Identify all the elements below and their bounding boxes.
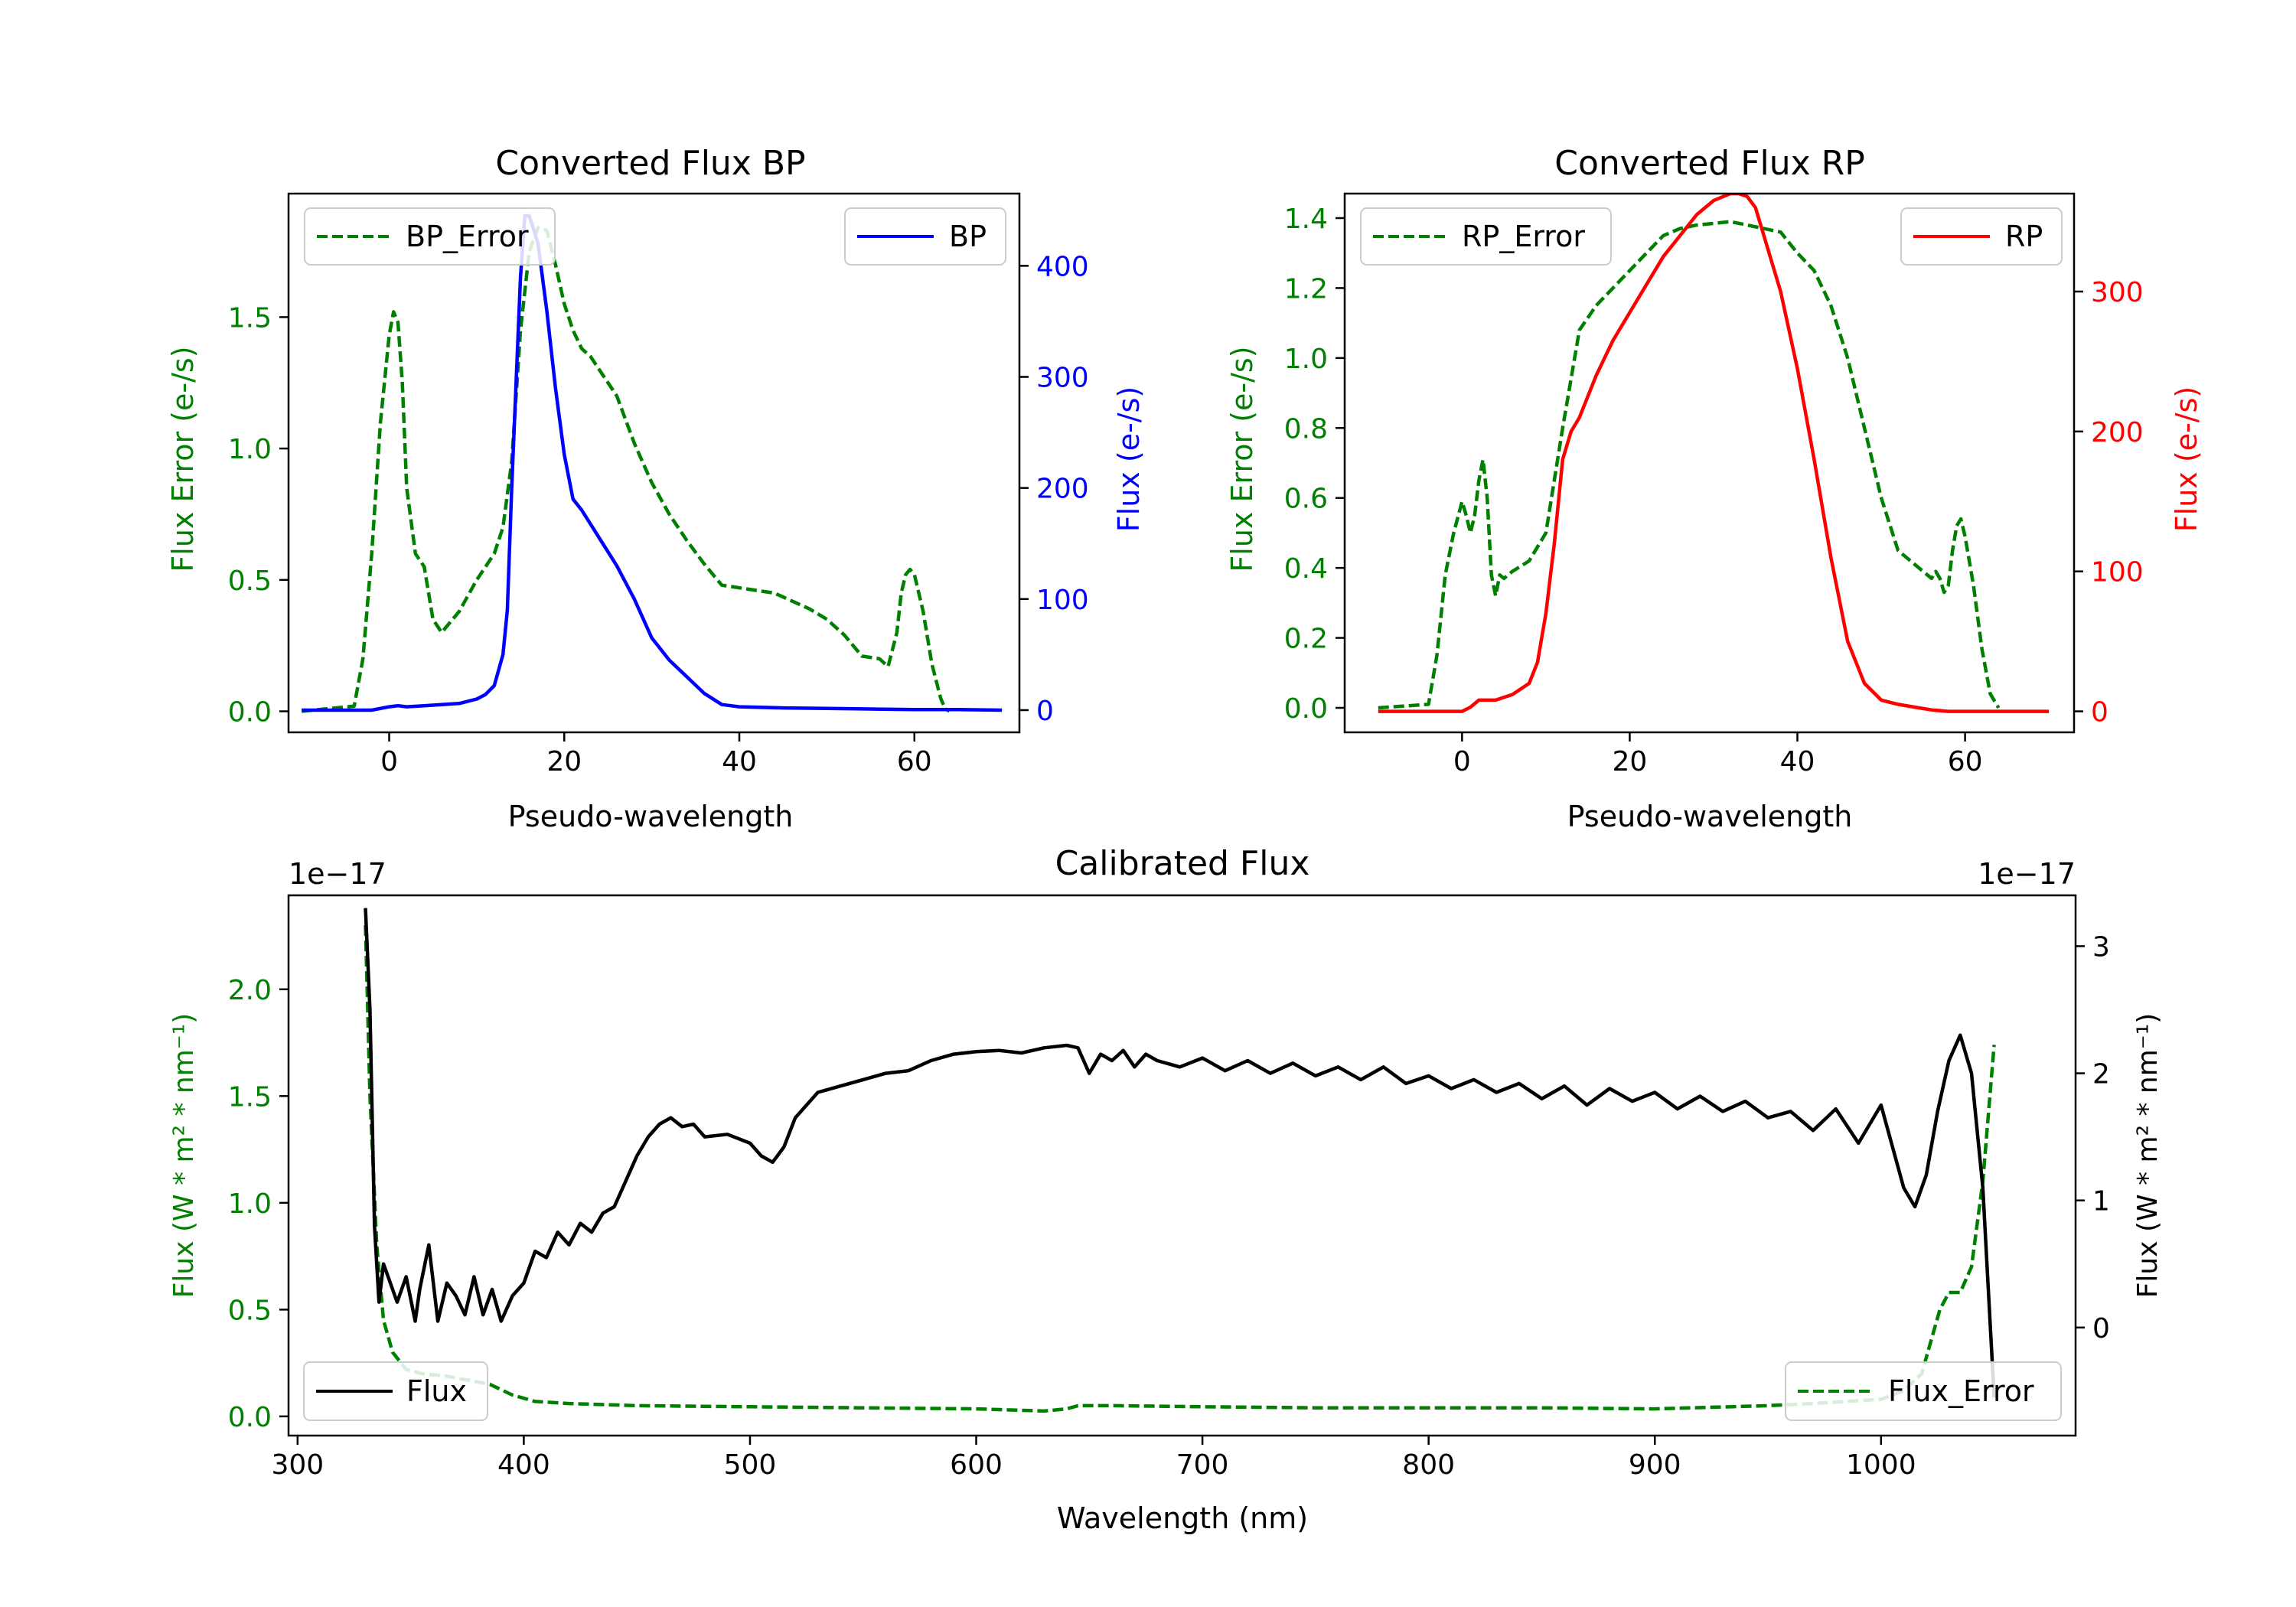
calibrated-plot-frame [287, 894, 2077, 1437]
bp-series-group [301, 214, 1003, 713]
calibrated-x-tick-label: 1000 [1846, 1449, 1916, 1481]
rp-left-axis-label: Flux Error (e-/s) [1225, 346, 1259, 572]
calibrated-legend-flux: Flux [303, 1361, 488, 1421]
bp-series-bp-error-line [301, 226, 951, 713]
rp-left-y-tick-label: 0.2 [1284, 624, 1328, 655]
rp-title: Converted Flux RP [1554, 144, 1865, 183]
calibrated-legend-error: Flux_Error [1785, 1361, 2062, 1421]
calibrated-x-tick-label: 800 [1402, 1449, 1455, 1481]
bp-legend-flux-label: BP [949, 220, 987, 253]
calibrated-left-offset-text: 1e−17 [289, 857, 386, 891]
rp-right-axis-label: Flux (e-/s) [2170, 386, 2203, 532]
calibrated-x-tick-label: 700 [1176, 1449, 1229, 1481]
bp-legend-error: BP_Error [304, 207, 556, 266]
calibrated-right-y-tick-label: 0 [2092, 1313, 2110, 1345]
bp-right-y-tick-label: 100 [1036, 585, 1089, 616]
bp-x-axis-label: Pseudo-wavelength [508, 800, 794, 833]
calibrated-title: Calibrated Flux [1055, 844, 1310, 883]
bp-legend-flux: BP [844, 207, 1006, 266]
rp-x-tick-label: 40 [1780, 746, 1815, 777]
calibrated-right-y-tick-label: 3 [2092, 931, 2110, 963]
bp-left-axis-label: Flux Error (e-/s) [166, 346, 200, 572]
rp-left-y-tick-label: 1.2 [1284, 273, 1328, 305]
rp-ticks-group: 0 20 40 60 0.0 0.2 0.4 0.6 0.8 1.0 1.2 1.4 0 100 200 30… [1284, 204, 2144, 777]
calibrated-left-y-tick-label: 1.0 [228, 1188, 272, 1220]
rp-plot-frame [1343, 192, 2076, 734]
rp-legend-error-box [1360, 207, 1612, 266]
rp-x-axis-label: Pseudo-wavelength [1567, 800, 1853, 833]
calibrated-legend-flux-box [303, 1361, 488, 1421]
calibrated-right-y-tick-label: 2 [2092, 1059, 2110, 1090]
bp-legend-error-box [304, 207, 556, 266]
rp-left-y-tick-label: 0.8 [1284, 413, 1328, 445]
rp-legend-flux: RP [1900, 207, 2063, 266]
bp-plot-frame [287, 192, 1021, 734]
calibrated-legend-error-label: Flux_Error [1888, 1374, 2034, 1408]
calibrated-right-axis-label: Flux (W * m² * nm⁻¹) [2132, 1013, 2164, 1299]
rp-right-y-tick-label: 0 [2091, 697, 2108, 729]
calibrated-x-tick-label: 300 [271, 1449, 324, 1481]
rp-panel: Converted Flux RP Pseudo-wavelength Flux… [1225, 144, 2203, 833]
rp-left-y-tick-label: 0.0 [1284, 693, 1328, 725]
calibrated-x-axis-label: Wavelength (nm) [1057, 1501, 1308, 1535]
rp-legend-error-label: RP_Error [1462, 220, 1585, 253]
bp-series-bp-line [302, 214, 1003, 712]
rp-series-rp-line [1378, 194, 2050, 713]
rp-left-y-tick-label: 0.6 [1284, 484, 1328, 515]
calibrated-left-y-tick-label: 1.5 [228, 1081, 272, 1113]
bp-right-y-tick-label: 400 [1036, 251, 1089, 282]
bp-x-tick-label: 60 [897, 746, 932, 777]
rp-legend-error: RP_Error [1360, 207, 1612, 266]
calibrated-left-y-tick-label: 0.0 [228, 1402, 272, 1433]
bp-left-y-tick-label: 1.5 [228, 302, 272, 334]
bp-x-tick-label: 0 [380, 746, 398, 777]
bp-panel: Converted Flux BP Pseudo-wavelength Flux… [166, 144, 1146, 833]
rp-series-group [1378, 194, 2050, 713]
rp-right-y-tick-label: 200 [2091, 417, 2144, 448]
bp-left-y-tick-label: 1.0 [228, 434, 272, 465]
calibrated-right-y-tick-label: 1 [2092, 1186, 2110, 1217]
bp-left-y-tick-label: 0.0 [228, 697, 272, 729]
calibrated-panel: Calibrated Flux 1e−17 1e−17 Wavelength (… [168, 844, 2164, 1535]
rp-left-y-tick-label: 1.0 [1284, 344, 1328, 375]
calibrated-x-tick-label: 500 [724, 1449, 777, 1481]
calibrated-left-axis-label: Flux (W * m² * nm⁻¹) [168, 1013, 200, 1299]
calibrated-left-y-tick-label: 0.5 [228, 1295, 272, 1326]
calibrated-series-flux-error-line [364, 925, 1996, 1413]
bp-right-y-tick-label: 0 [1036, 696, 1054, 727]
calibrated-series-group [364, 908, 1996, 1413]
rp-x-tick-label: 0 [1453, 746, 1471, 777]
bp-right-y-tick-label: 300 [1036, 363, 1089, 394]
bp-x-tick-label: 40 [722, 746, 757, 777]
calibrated-ticks-group: 300 400 500 600 700 800 900 1000 0.0 0.5 1.0 1.5 2.0… [228, 931, 2110, 1481]
calibrated-x-tick-label: 400 [497, 1449, 550, 1481]
calibrated-left-y-tick-label: 2.0 [228, 975, 272, 1006]
rp-left-y-tick-label: 1.4 [1284, 204, 1328, 235]
bp-x-tick-label: 20 [546, 746, 582, 777]
rp-right-y-tick-label: 300 [2091, 277, 2144, 308]
calibrated-x-tick-label: 600 [950, 1449, 1003, 1481]
rp-legend-flux-label: RP [2005, 220, 2043, 253]
calibrated-right-offset-text: 1e−17 [1978, 857, 2076, 891]
calibrated-series-flux-line [364, 908, 1996, 1398]
rp-right-y-tick-label: 100 [2091, 557, 2144, 588]
rp-left-y-tick-label: 0.4 [1284, 553, 1328, 585]
bp-ticks-group: 0 20 40 60 0.0 0.5 1.0 1.5 0 100 200 300 400 [228, 251, 1089, 777]
calibrated-x-tick-label: 900 [1629, 1449, 1681, 1481]
bp-right-axis-label: Flux (e-/s) [1112, 386, 1146, 532]
rp-x-tick-label: 60 [1948, 746, 1983, 777]
bp-right-y-tick-label: 200 [1036, 474, 1089, 505]
bp-title: Converted Flux BP [495, 144, 805, 183]
bp-left-y-tick-label: 0.5 [228, 566, 272, 597]
calibrated-legend-flux-label: Flux [406, 1374, 467, 1408]
rp-x-tick-label: 20 [1613, 746, 1648, 777]
bp-legend-error-label: BP_Error [406, 220, 529, 253]
calibrated-legend-error-box [1785, 1361, 2062, 1421]
